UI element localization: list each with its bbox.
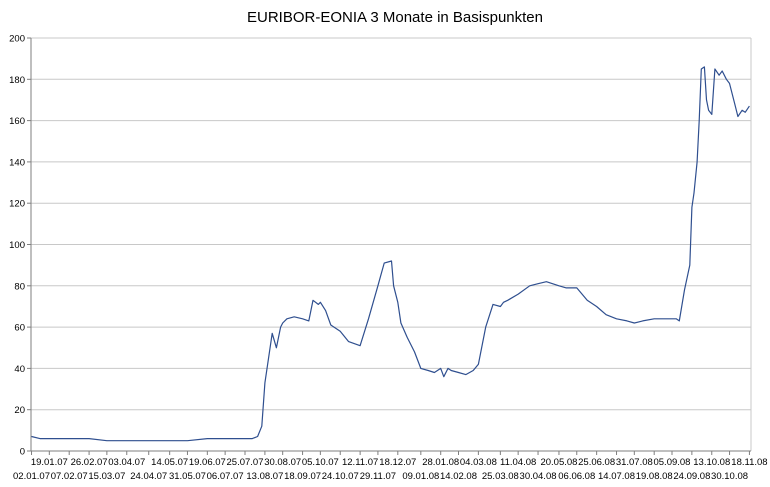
x-tick-label: 18.11.08 [731, 457, 767, 468]
x-tick-label: 05.09.08 [653, 457, 690, 468]
x-tick-label: 15.03.07 [88, 471, 125, 482]
x-tick-label: 12.11.07 [342, 457, 378, 468]
x-tick-label: 25.07.07 [227, 457, 264, 468]
x-tick-label: 28.01.08 [422, 457, 459, 468]
y-tick-label: 80 [14, 281, 25, 292]
x-tick-label: 13.10.08 [693, 457, 730, 468]
y-axis: 0 20 40 60 80 100 120 140 160 180 200 [9, 34, 32, 458]
series-line-0 [31, 66, 750, 442]
chart-title: EURIBOR-EONIA 3 Monate in Basispunkten [247, 9, 543, 26]
x-tick-label: 29.11.07 [360, 471, 396, 482]
y-tick-label: 0 [20, 447, 25, 458]
gridlines [31, 37, 752, 451]
x-tick-label: 30.04.08 [520, 471, 557, 482]
x-tick-label: 31.07.08 [616, 457, 653, 468]
x-tick-label: 19.06.07 [189, 457, 226, 468]
x-tick-label: 06.06.08 [558, 471, 595, 482]
y-tick-label: 180 [9, 75, 25, 86]
x-tick-label: 24.10.07 [322, 471, 359, 482]
x-tick-label: 30.08.07 [264, 457, 301, 468]
x-tick-label: 30.10.08 [711, 471, 748, 482]
x-tick-label: 06.07.07 [207, 471, 244, 482]
y-tick-label: 120 [9, 199, 25, 210]
x-tick-label: 02.01.07 [13, 471, 50, 482]
x-tick-label: 20.05.08 [540, 457, 577, 468]
x-tick-label: 03.04.07 [108, 457, 145, 468]
x-tick-label: 24.04.07 [130, 471, 167, 482]
x-tick-label: 19.01.07 [31, 457, 68, 468]
x-axis: 02.01.07 19.01.07 07.02.07 26.02.07 15.03.07… [13, 450, 768, 482]
x-tick-label: 19.08.08 [636, 471, 673, 482]
y-tick-label: 60 [14, 323, 25, 334]
y-tick-label: 100 [9, 240, 25, 251]
y-tick-label: 140 [9, 157, 25, 168]
x-tick-label: 24.09.08 [673, 471, 710, 482]
x-tick-label: 25.06.08 [578, 457, 615, 468]
x-tick-label: 13.08.07 [246, 471, 283, 482]
x-tick-label: 14.07.08 [598, 471, 635, 482]
x-tick-label: 14.02.08 [440, 471, 477, 482]
x-tick-label: 05.10.07 [302, 457, 339, 468]
y-tick-label: 40 [14, 364, 25, 375]
x-tick-label: 26.02.07 [71, 457, 108, 468]
x-tick-label: 14.05.07 [151, 457, 188, 468]
x-tick-label: 18.12.07 [379, 457, 416, 468]
y-tick-label: 200 [9, 34, 25, 45]
x-tick-label: 31.05.07 [169, 471, 206, 482]
x-tick-label: 11.04.08 [500, 457, 536, 468]
y-tick-label: 20 [14, 405, 25, 416]
x-tick-label: 18.09.07 [284, 471, 321, 482]
x-tick-label: 04.03.08 [460, 457, 497, 468]
y-tick-label: 160 [9, 116, 25, 127]
x-tick-label: 25.03.08 [482, 471, 519, 482]
x-tick-label: 07.02.07 [51, 471, 88, 482]
x-tick-label: 09.01.08 [402, 471, 439, 482]
series-layer [31, 66, 750, 442]
